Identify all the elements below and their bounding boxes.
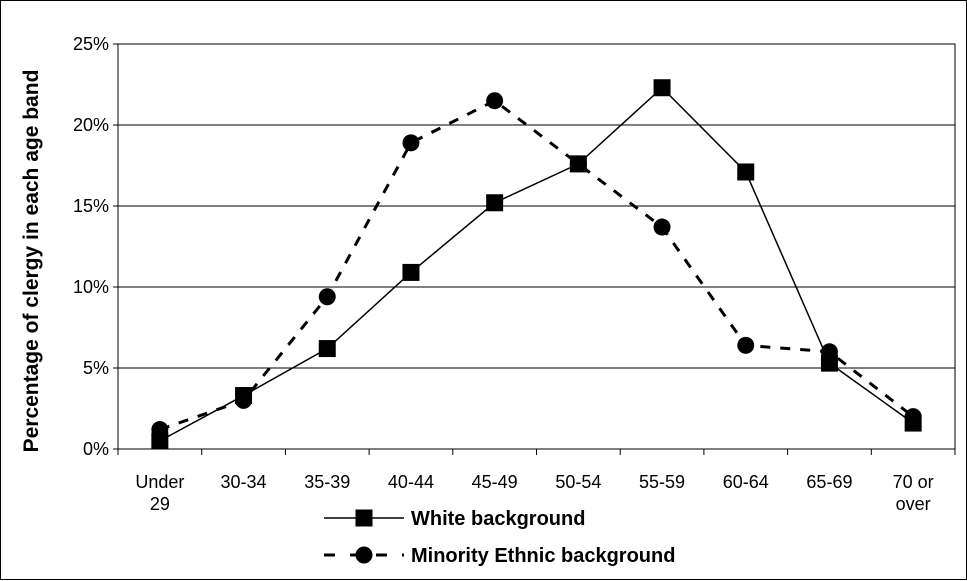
y-tick-label: 10% (73, 277, 109, 297)
x-tick-label: 29 (150, 494, 170, 514)
x-tick-label: 55-59 (639, 472, 685, 492)
axes (113, 43, 956, 455)
legend: White background Minority Ethnic backgrou… (324, 508, 675, 567)
data-point (235, 391, 253, 409)
x-tick-label: 60-64 (723, 472, 769, 492)
data-point (904, 408, 922, 426)
data-point (569, 155, 587, 173)
y-tick-label: 15% (73, 196, 109, 216)
series (151, 79, 922, 450)
x-tick-label: 70 or (893, 472, 934, 492)
legend-label: White background (411, 508, 585, 530)
y-tick-label: 20% (73, 115, 109, 135)
x-tick-label: 45-49 (472, 472, 518, 492)
data-point (737, 336, 755, 354)
data-point (402, 263, 420, 281)
data-point (318, 288, 336, 306)
data-point (151, 421, 169, 439)
series-line (159, 86, 914, 442)
x-tick-label: 30-34 (221, 472, 267, 492)
data-point (653, 218, 671, 236)
x-tick-label: 35-39 (304, 472, 350, 492)
y-axis-title: Percentage of clergy in each age band (20, 70, 43, 453)
legend-marker (355, 509, 373, 527)
data-point (820, 343, 838, 361)
y-tick-label: 25% (73, 34, 109, 54)
data-point (653, 79, 671, 97)
series-line (159, 98, 915, 431)
grid-lines (118, 43, 955, 369)
data-point (486, 194, 504, 212)
series-1 (151, 79, 922, 450)
x-tick-label: over (896, 494, 931, 514)
x-tick-label: 40-44 (388, 472, 434, 492)
legend-item-2: Minority Ethnic background (324, 545, 675, 567)
y-tick-label: 0% (83, 439, 109, 459)
data-point (737, 163, 755, 181)
x-tick-label: 50-54 (555, 472, 601, 492)
legend-marker (355, 546, 373, 564)
data-point (318, 340, 336, 358)
series-2 (151, 92, 922, 439)
legend-item-1: White background (324, 508, 585, 530)
y-tick-label: 5% (83, 358, 109, 378)
y-tick-labels: 0% 5% 10% 15% 20% 25% (73, 34, 109, 459)
x-tick-label: 65-69 (806, 472, 852, 492)
legend-label: Minority Ethnic background (411, 545, 675, 567)
data-point (486, 92, 504, 110)
data-point (402, 134, 420, 152)
x-tick-label: Under (135, 472, 184, 492)
